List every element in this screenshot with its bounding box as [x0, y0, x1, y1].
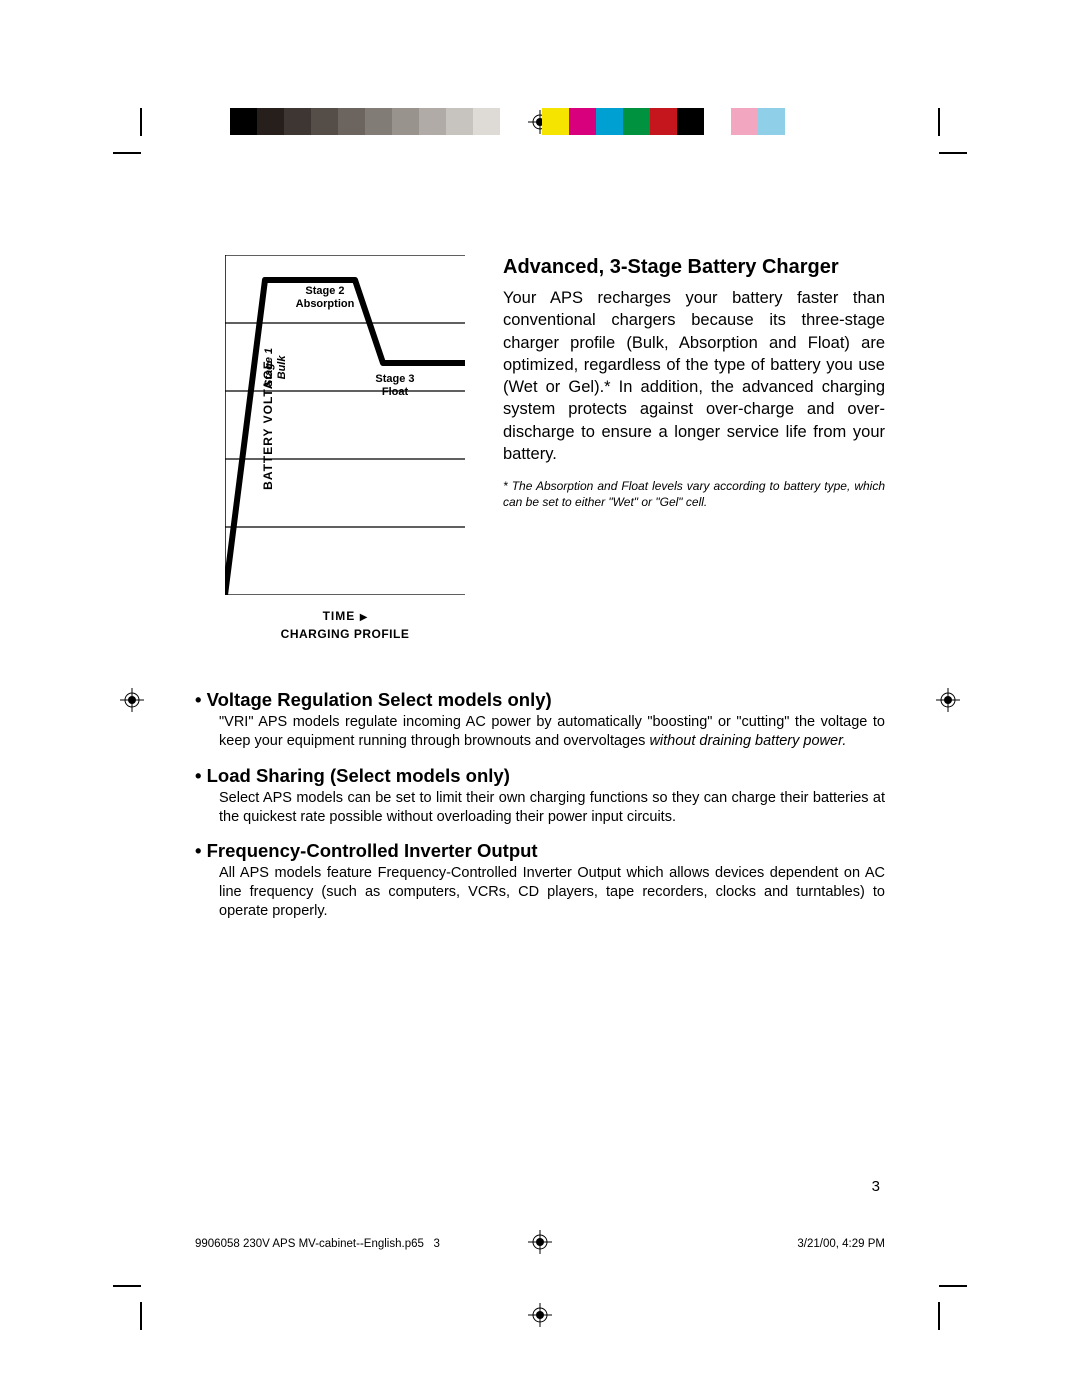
chart-xlabel: TIME ▶ CHARGING PROFILE: [225, 607, 465, 641]
registration-mark-icon: [120, 688, 144, 712]
bullet-item: Voltage Regulation Select models only)"V…: [195, 689, 885, 751]
crop-mark: [939, 1285, 967, 1287]
footer-timestamp: 3/21/00, 4:29 PM: [797, 1238, 885, 1250]
stage-1-label: Stage 1Bulk: [263, 348, 289, 387]
bullet-title: Frequency-Controlled Inverter Output: [195, 840, 885, 862]
crop-mark: [140, 1302, 142, 1330]
bullet-body: All APS models feature Frequency-Control…: [219, 864, 885, 921]
bullet-title: Load Sharing (Select models only): [195, 765, 885, 787]
page-content: BATTERY VOLTAGE Stage 1Bulk Stage 2Absor…: [195, 255, 885, 935]
bullet-body: "VRI" APS models regulate incoming AC po…: [219, 713, 885, 751]
crop-mark: [939, 152, 967, 154]
section-heading: Advanced, 3-Stage Battery Charger: [503, 255, 885, 279]
crop-mark: [938, 108, 940, 136]
crop-mark: [113, 152, 141, 154]
registration-mark-icon: [528, 1303, 552, 1327]
page-number: 3: [872, 1178, 880, 1195]
bullet-title: Voltage Regulation Select models only): [195, 689, 885, 711]
bullet-list: Voltage Regulation Select models only)"V…: [195, 689, 885, 921]
crop-mark: [938, 1302, 940, 1330]
prepress-footer: 9906058 230V APS MV-cabinet--English.p65…: [195, 1238, 885, 1250]
bullet-body: Select APS models can be set to limit th…: [219, 789, 885, 827]
stage-3-label: Stage 3Float: [365, 373, 425, 399]
section-body: Your APS recharges your battery faster t…: [503, 287, 885, 465]
bullet-item: Frequency-Controlled Inverter OutputAll …: [195, 840, 885, 921]
crop-mark: [140, 108, 142, 136]
stage-2-label: Stage 2Absorption: [285, 285, 365, 311]
section-footnote: * The Absorption and Float levels vary a…: [503, 479, 885, 510]
charging-profile-chart: BATTERY VOLTAGE Stage 1Bulk Stage 2Absor…: [195, 255, 475, 641]
bullet-item: Load Sharing (Select models only)Select …: [195, 765, 885, 827]
footer-filename: 9906058 230V APS MV-cabinet--English.p65…: [195, 1238, 440, 1250]
registration-mark-icon: [936, 688, 960, 712]
press-colorbar: [230, 108, 812, 135]
crop-mark: [113, 1285, 141, 1287]
